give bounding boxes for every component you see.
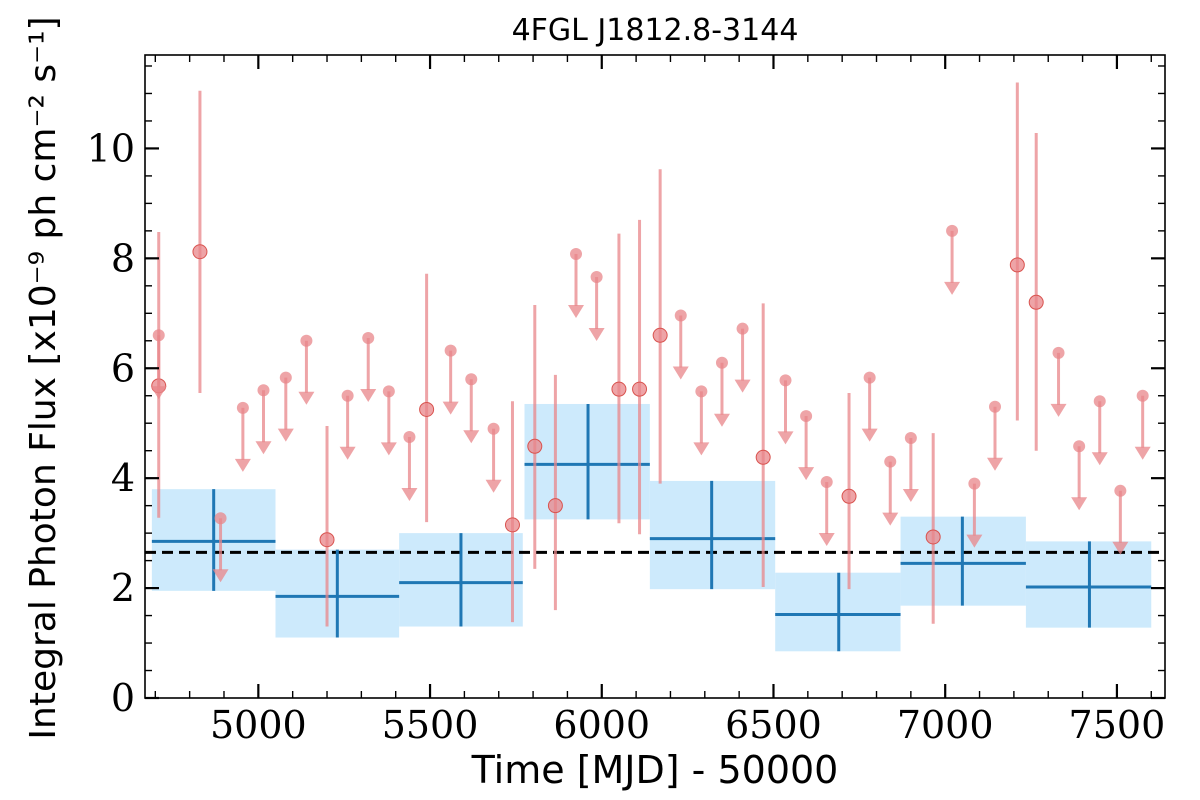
- upper-limit-point: [300, 334, 313, 347]
- upper-limit-point: [904, 432, 917, 445]
- upper-limit-arrow: [442, 401, 459, 415]
- upper-limit-point: [820, 476, 833, 489]
- upper-limit-point: [884, 455, 897, 468]
- upper-limit-point: [989, 400, 1001, 413]
- upper-limit-point: [382, 385, 395, 398]
- upper-limit-arrow: [672, 366, 689, 380]
- y-tick-label: 10: [87, 126, 135, 170]
- upper-limit-point: [1136, 389, 1149, 402]
- upper-limit-arrow: [902, 489, 919, 503]
- upper-limit-arrow: [255, 441, 272, 455]
- upper-limit-point: [1114, 484, 1127, 497]
- upper-limit-point: [715, 356, 728, 369]
- upper-limit-point: [968, 477, 981, 490]
- upper-limit-arrow: [818, 533, 835, 547]
- upper-limit-point: [1052, 346, 1065, 359]
- chart-title: 4FGL J1812.8-3144: [512, 13, 799, 48]
- short-bin-point: [319, 532, 335, 548]
- upper-limit-point: [214, 512, 227, 525]
- upper-limit-arrow: [298, 391, 315, 405]
- upper-limit-point: [1073, 440, 1086, 453]
- upper-limit-arrow: [485, 479, 502, 493]
- upper-limit-point: [152, 329, 165, 342]
- upper-limit-point: [800, 410, 813, 423]
- upper-limit-arrow: [150, 386, 167, 400]
- upper-limit-point: [487, 422, 500, 435]
- x-tick-label: 7000: [897, 703, 994, 747]
- short-bin-point: [419, 401, 435, 417]
- short-bin-point: [1028, 294, 1044, 310]
- short-bin-point: [755, 449, 771, 465]
- upper-limit-arrow: [861, 428, 878, 442]
- upper-limit-arrow: [401, 487, 418, 501]
- y-axis-label: Integral Photon Flux [x10⁻⁹ ph cm⁻² s⁻¹]: [23, 16, 64, 739]
- upper-limit-arrow: [588, 328, 605, 342]
- upper-limit-arrow: [568, 304, 585, 318]
- upper-limit-point: [863, 371, 876, 384]
- upper-limit-arrow: [693, 442, 710, 456]
- short-bin-point: [547, 498, 563, 514]
- upper-limit-arrow: [1112, 541, 1129, 555]
- x-tick-label: 5000: [210, 703, 307, 747]
- short-bin-point: [192, 244, 208, 260]
- upper-limit-arrow: [777, 431, 794, 445]
- upper-limit-arrow: [360, 389, 377, 403]
- upper-limit-point: [674, 309, 687, 322]
- upper-limit-arrow: [966, 534, 983, 548]
- upper-limit-point: [570, 247, 583, 260]
- upper-limit-arrow: [1071, 497, 1088, 511]
- short-bin-point: [841, 488, 857, 504]
- upper-limit-point: [465, 373, 478, 386]
- short-bin-point: [504, 517, 520, 533]
- upper-limit-point: [403, 430, 416, 443]
- upper-limit-point: [362, 332, 375, 345]
- short-bin-point: [925, 529, 941, 545]
- plot-frame: [144, 54, 1166, 699]
- upper-limit-arrow: [944, 281, 961, 295]
- upper-limit-point: [444, 344, 457, 357]
- upper-limit-point: [257, 384, 270, 397]
- x-tick-label: 5500: [382, 703, 479, 747]
- short-bin-point: [1009, 257, 1025, 273]
- upper-limit-arrow: [212, 569, 229, 583]
- upper-limit-point: [779, 374, 792, 387]
- upper-limit-arrow: [463, 430, 480, 444]
- upper-limit-arrow: [987, 457, 1003, 471]
- plot-area: [145, 82, 1165, 652]
- short-bin-point: [652, 327, 668, 343]
- y-tick-label: 4: [111, 456, 135, 500]
- upper-limit-point: [341, 389, 354, 402]
- upper-limit-point: [590, 271, 603, 284]
- upper-limit-arrow: [882, 512, 899, 526]
- short-bin-point: [611, 381, 627, 397]
- y-tick-label: 2: [111, 566, 135, 610]
- upper-limit-arrow: [713, 413, 730, 427]
- upper-limit-point: [279, 371, 292, 384]
- upper-limit-arrow: [1134, 446, 1151, 460]
- y-tick-label: 0: [111, 676, 135, 720]
- x-tick-label: 6500: [725, 703, 822, 747]
- upper-limit-arrow: [1050, 403, 1067, 417]
- axes: 5000 5500 6000 6500 7000 7500 0 2 4 6 8 10: [87, 54, 1166, 747]
- x-tick-label: 7500: [1069, 703, 1166, 747]
- x-tick-label: 6000: [553, 703, 650, 747]
- upper-limit-arrow: [234, 458, 251, 472]
- upper-limit-point: [695, 385, 708, 398]
- upper-limit-point: [236, 401, 249, 414]
- upper-limit-arrow: [1091, 452, 1108, 466]
- x-axis-label: Time [MJD] - 50000: [471, 748, 839, 792]
- upper-limit-arrow: [380, 442, 397, 456]
- upper-limit-point: [1093, 395, 1106, 408]
- upper-limit-arrow: [339, 446, 356, 460]
- y-tick-label: 8: [111, 236, 135, 280]
- upper-limit-point: [736, 322, 749, 335]
- upper-limit-arrow: [734, 379, 751, 393]
- short-bin-point: [527, 438, 543, 454]
- upper-limit-arrow: [277, 428, 294, 442]
- upper-limit-arrow: [798, 467, 815, 481]
- upper-limit-point: [946, 224, 959, 237]
- short-bin-point: [632, 381, 648, 397]
- y-tick-label: 6: [111, 346, 135, 390]
